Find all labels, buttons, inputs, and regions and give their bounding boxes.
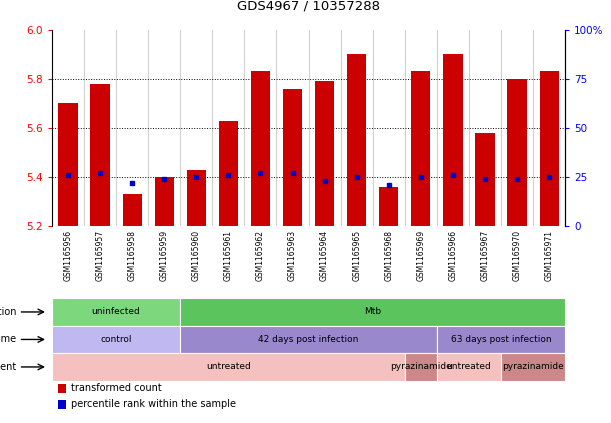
Text: GSM1165963: GSM1165963	[288, 230, 297, 281]
Text: 42 days post infection: 42 days post infection	[258, 335, 359, 344]
Text: GSM1165958: GSM1165958	[128, 230, 137, 281]
Text: GSM1165968: GSM1165968	[384, 230, 393, 281]
Text: GSM1165956: GSM1165956	[64, 230, 73, 281]
Text: GDS4967 / 10357288: GDS4967 / 10357288	[237, 0, 380, 13]
Text: control: control	[100, 335, 132, 344]
Bar	[187, 170, 206, 226]
Text: GSM1165962: GSM1165962	[256, 230, 265, 281]
Text: GSM1165966: GSM1165966	[448, 230, 458, 281]
Bar	[219, 121, 238, 226]
Text: pyrazinamide: pyrazinamide	[390, 363, 452, 371]
Bar	[59, 103, 78, 226]
Text: transformed count: transformed count	[71, 383, 162, 393]
Text: percentile rank within the sample: percentile rank within the sample	[71, 399, 236, 409]
Bar	[283, 89, 302, 226]
Text: uninfected: uninfected	[92, 308, 141, 316]
Bar	[122, 194, 142, 226]
Text: GSM1165957: GSM1165957	[95, 230, 104, 281]
Bar	[475, 133, 495, 226]
Bar	[315, 81, 334, 226]
Bar	[507, 79, 527, 226]
Bar	[379, 187, 398, 226]
Text: untreated: untreated	[447, 363, 491, 371]
Text: GSM1165969: GSM1165969	[416, 230, 425, 281]
Bar	[540, 71, 558, 226]
Bar	[155, 177, 174, 226]
Text: time: time	[0, 335, 17, 344]
Bar	[347, 54, 367, 226]
Text: 63 days post infection: 63 days post infection	[451, 335, 551, 344]
Text: pyrazinamide: pyrazinamide	[502, 363, 564, 371]
Text: GSM1165971: GSM1165971	[544, 230, 554, 281]
Text: GSM1165967: GSM1165967	[480, 230, 489, 281]
Text: Mtb: Mtb	[364, 308, 381, 316]
Text: infection: infection	[0, 307, 17, 317]
Bar	[411, 71, 430, 226]
Text: GSM1165964: GSM1165964	[320, 230, 329, 281]
Text: GSM1165959: GSM1165959	[159, 230, 169, 281]
Bar	[90, 84, 110, 226]
Text: GSM1165965: GSM1165965	[352, 230, 361, 281]
Text: agent: agent	[0, 362, 17, 372]
Text: untreated: untreated	[206, 363, 251, 371]
Text: GSM1165961: GSM1165961	[224, 230, 233, 281]
Text: GSM1165960: GSM1165960	[192, 230, 201, 281]
Bar	[251, 71, 270, 226]
Text: GSM1165970: GSM1165970	[513, 230, 522, 281]
Bar	[443, 54, 463, 226]
